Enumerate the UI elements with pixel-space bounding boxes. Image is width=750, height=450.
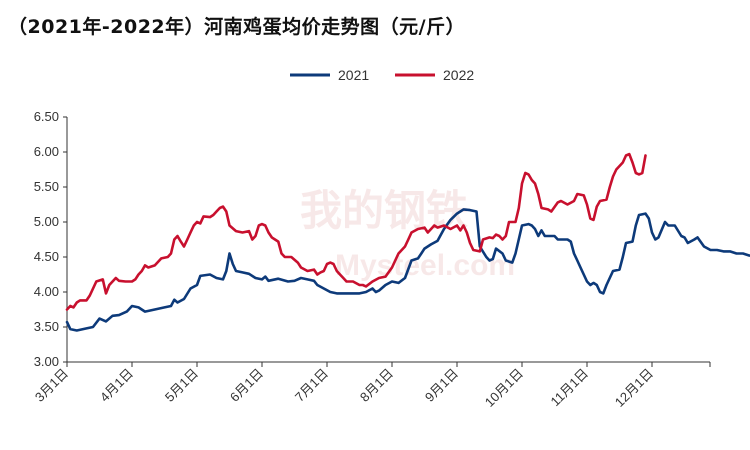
x-tick-label: 6月1日 — [227, 366, 266, 405]
series-line-2021 — [65, 208, 750, 332]
y-tick-label: 4.50 — [34, 249, 59, 264]
y-tick-label: 5.00 — [34, 214, 59, 229]
y-tick-label: 6.00 — [34, 144, 59, 159]
x-tick-label: 4月1日 — [97, 366, 136, 405]
x-tick-label: 12月1日 — [612, 366, 656, 410]
x-tick-label: 10月1日 — [482, 366, 526, 410]
chart-title: （2021年-2022年）河南鸡蛋均价走势图（元/斤） — [8, 16, 466, 38]
y-tick-label: 6.50 — [34, 109, 59, 124]
svg-text:Mysteel.com: Mysteel.com — [335, 249, 515, 282]
y-tick-label: 4.00 — [34, 284, 59, 299]
y-tick-label: 3.50 — [34, 319, 59, 334]
x-tick-label: 9月1日 — [422, 366, 461, 405]
x-tick-label: 7月1日 — [292, 366, 331, 405]
x-tick-label: 3月1日 — [32, 366, 71, 405]
legend-label-2021: 2021 — [338, 67, 369, 83]
x-tick-label: 5月1日 — [162, 366, 201, 405]
x-tick-label: 8月1日 — [357, 366, 396, 405]
series-line-2022 — [65, 152, 647, 311]
legend-label-2022: 2022 — [443, 67, 474, 83]
y-tick-label: 3.00 — [34, 354, 59, 369]
x-tick-label: 11月1日 — [547, 366, 591, 410]
y-tick-label: 5.50 — [34, 179, 59, 194]
